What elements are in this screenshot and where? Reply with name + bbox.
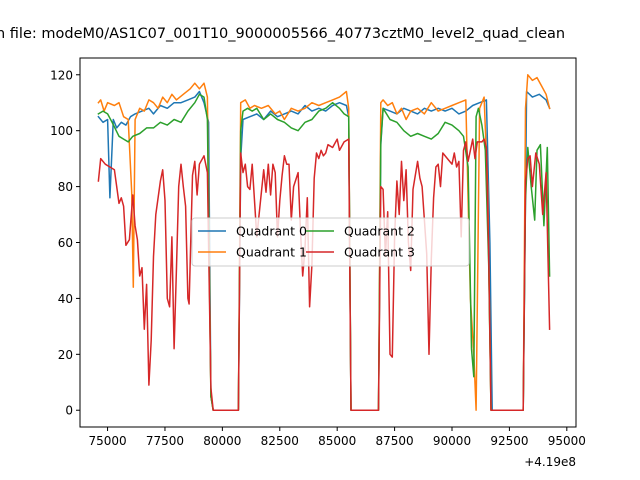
x-axis-offset-label: +4.19e8 [524,455,576,469]
chart-title: n file: modeM0/AS1C07_001T10_9000005566_… [0,26,565,42]
y-tick-label: 20 [58,348,73,362]
x-tick-label: 77500 [146,434,184,448]
x-tick-label: 75000 [88,434,126,448]
x-tick-label: 95000 [548,434,586,448]
y-tick-label: 0 [65,404,73,418]
x-tick-label: 92500 [490,434,528,448]
series-line-quadrant-1 [97,74,551,411]
x-tick-label: 82500 [261,434,299,448]
series-line-quadrant-2 [97,93,551,411]
y-axis: 0 20 40 60 80 100 120 [50,68,80,418]
x-axis: 75000 77500 80000 82500 85000 87500 90000 92500… [88,427,586,448]
y-tick-label: 100 [50,124,73,138]
legend-label-quadrant-0: Quadrant 0 [236,224,307,239]
legend-label-quadrant-3: Quadrant 3 [344,245,415,260]
y-tick-label: 80 [58,180,73,194]
x-tick-label: 85000 [318,434,356,448]
y-tick-label: 40 [58,292,73,306]
legend-label-quadrant-1: Quadrant 1 [236,245,307,260]
y-tick-label: 60 [58,236,73,250]
x-tick-label: 90000 [433,434,471,448]
y-tick-label: 120 [50,68,73,82]
x-tick-label: 80000 [203,434,241,448]
legend: Quadrant 0 Quadrant 1 Quadrant 2 Quadrant 3 [191,217,470,267]
legend-box [191,217,470,267]
legend-label-quadrant-2: Quadrant 2 [344,224,415,239]
x-tick-label: 87500 [375,434,413,448]
